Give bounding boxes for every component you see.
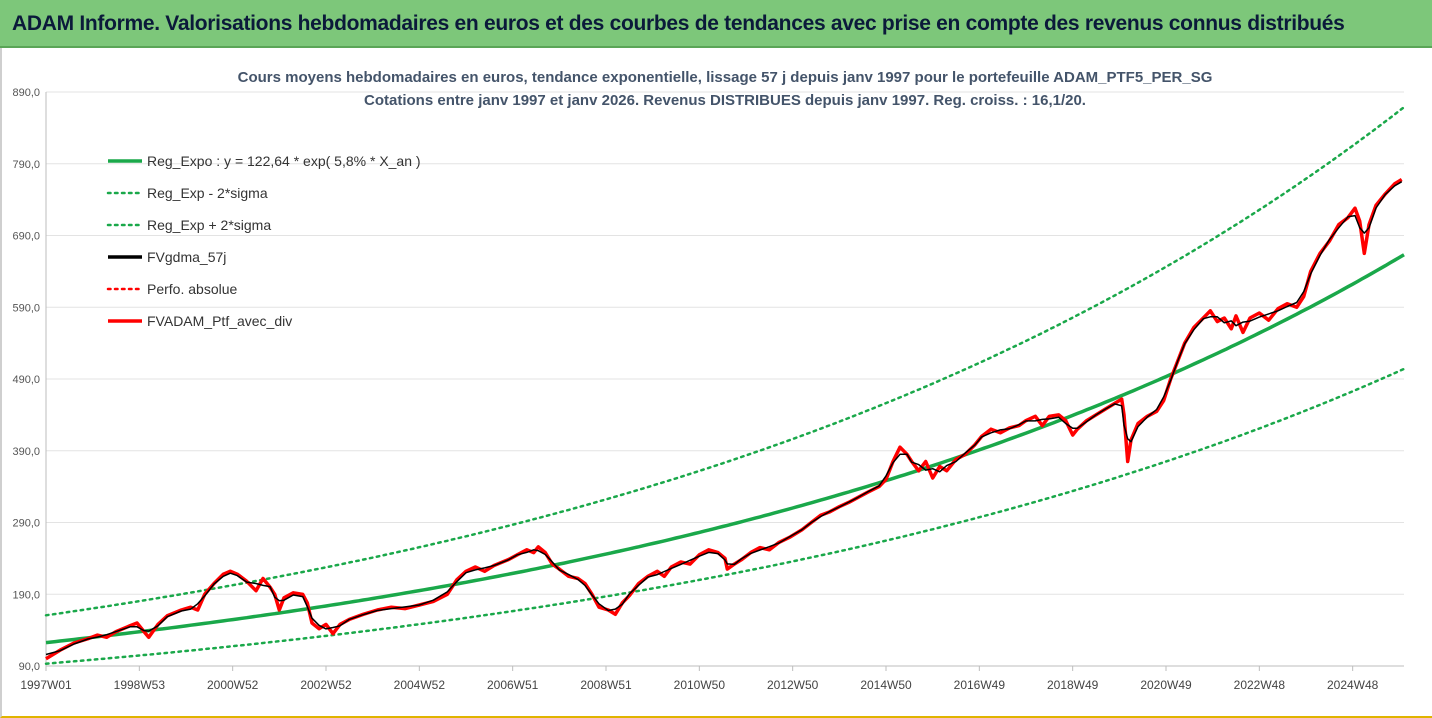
legend-label-reg-minus: Reg_Exp - 2*sigma (147, 185, 268, 201)
series-reg-plus-2sigma (44, 105, 1406, 617)
x-tick-label: 2008W51 (580, 678, 632, 692)
series-fvadam-ptf-avec-div (45, 178, 1403, 661)
x-tick-label: 2020W49 (1140, 678, 1192, 692)
x-tick-label: 2002W52 (300, 678, 352, 692)
legend-label-reg-plus: Reg_Exp + 2*sigma (147, 217, 271, 233)
chart-subtitle: Cotations entre janv 1997 et janv 2026. … (364, 92, 1086, 109)
legend-label-smooth: FVgdma_57j (147, 249, 226, 265)
y-tick-label: 590,0 (12, 302, 40, 314)
x-tick-label: 2006W51 (487, 678, 539, 692)
x-tick-label: 2010W50 (674, 678, 726, 692)
y-tick-label: 190,0 (12, 589, 40, 601)
y-tick-label: 390,0 (12, 446, 40, 458)
x-tick-label: 2022W48 (1234, 678, 1286, 692)
x-tick-label: 2018W49 (1047, 678, 1099, 692)
chart-area: Cours moyens hebdomadaires en euros, ten… (0, 48, 1432, 718)
y-tick-label: 690,0 (12, 231, 40, 243)
x-axis: 1997W01 1998W53 2000W52 2002W52 2004W52 2006W… (20, 665, 1404, 692)
y-tick-label: 790,0 (12, 159, 40, 171)
report-title: ADAM Informe. Valorisations hebdomadaire… (12, 12, 1345, 35)
x-tick-label: 2014W50 (860, 678, 912, 692)
y-axis: 90,0 190,0 290,0 390,0 490,0 590,0 690,0 790,0 8… (12, 87, 47, 673)
legend-label-reg: Reg_Expo : y = 122,64 * exp( 5,8% * X_an… (147, 153, 421, 169)
x-tick-label: 2024W48 (1327, 678, 1379, 692)
x-tick-label: 1998W53 (114, 678, 166, 692)
chart: Cours moyens hebdomadaires en euros, ten… (12, 69, 1406, 692)
chart-title: Cours moyens hebdomadaires en euros, ten… (238, 69, 1213, 86)
legend-label-absolute: Perfo. absolue (147, 281, 237, 297)
grid-lines (46, 91, 1404, 667)
y-tick-label: 90,0 (19, 661, 40, 673)
y-tick-label: 890,0 (12, 87, 40, 99)
series-reg-minus-2sigma (44, 367, 1406, 665)
x-tick-label: 2000W52 (207, 678, 259, 692)
y-tick-label: 290,0 (12, 518, 40, 530)
x-tick-label: 1997W01 (20, 678, 72, 692)
report-banner: ADAM Informe. Valorisations hebdomadaire… (0, 0, 1432, 48)
series-perfo-absolue (45, 178, 1403, 660)
x-tick-label: 2004W52 (394, 678, 446, 692)
series-fvgdma-57j (45, 181, 1403, 656)
legend: Reg_Expo : y = 122,64 * exp( 5,8% * X_an… (106, 153, 421, 329)
y-tick-label: 490,0 (12, 374, 40, 386)
legend-label-main: FVADAM_Ptf_avec_div (147, 313, 292, 329)
x-tick-label: 2012W50 (767, 678, 819, 692)
series-reg-expo (45, 253, 1405, 645)
x-tick-label: 2016W49 (954, 678, 1006, 692)
plot-area (44, 105, 1406, 665)
